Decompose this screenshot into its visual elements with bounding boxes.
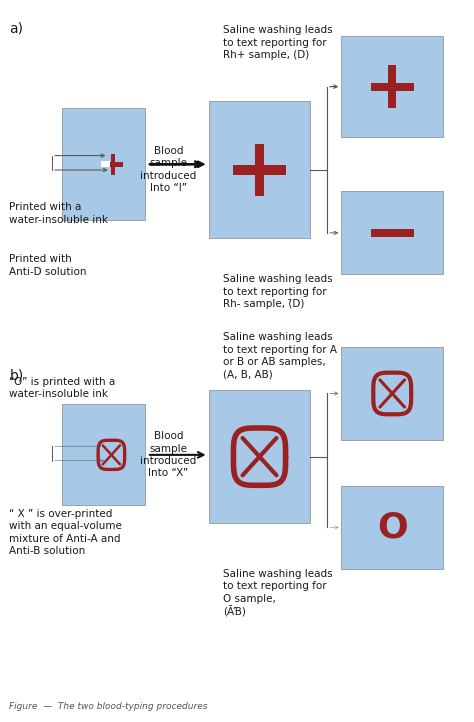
- Text: Blood
sample
introduced
Into “X”: Blood sample introduced Into “X”: [140, 431, 196, 479]
- FancyBboxPatch shape: [233, 165, 285, 175]
- FancyBboxPatch shape: [102, 162, 123, 167]
- FancyBboxPatch shape: [255, 144, 264, 196]
- FancyBboxPatch shape: [341, 36, 443, 137]
- FancyBboxPatch shape: [62, 404, 145, 505]
- Text: Saline washing leads
to text reporting for
O sample,
(ĀƁ): Saline washing leads to text reporting f…: [223, 569, 332, 618]
- FancyBboxPatch shape: [371, 229, 413, 237]
- FancyBboxPatch shape: [209, 101, 310, 238]
- Text: “ X ” is over-printed
with an equal-volume
mixture of Anti-A and
Anti-B solution: “ X ” is over-printed with an equal-volu…: [9, 509, 122, 556]
- Text: b): b): [9, 368, 24, 382]
- Text: Printed with
Anti-D solution: Printed with Anti-D solution: [9, 254, 87, 277]
- FancyBboxPatch shape: [209, 390, 310, 523]
- FancyBboxPatch shape: [371, 82, 413, 91]
- FancyBboxPatch shape: [62, 108, 145, 220]
- FancyBboxPatch shape: [341, 191, 443, 274]
- Text: Printed with a
water-insoluble ink: Printed with a water-insoluble ink: [9, 202, 109, 225]
- FancyBboxPatch shape: [388, 65, 396, 108]
- Text: Saline washing leads
to text reporting for
Rh- sample, (̄D): Saline washing leads to text reporting f…: [223, 274, 332, 309]
- Text: a): a): [9, 22, 24, 35]
- Text: O: O: [377, 510, 408, 544]
- Text: “O” is printed with a
water-insoluble ink: “O” is printed with a water-insoluble in…: [9, 377, 116, 399]
- Text: Figure  —  The two blood-typing procedures: Figure — The two blood-typing procedures: [9, 703, 208, 711]
- Text: Saline washing leads
to text reporting for A
or B or AB samples,
(A, B, AB): Saline washing leads to text reporting f…: [223, 332, 337, 379]
- FancyBboxPatch shape: [111, 154, 115, 175]
- Text: Saline washing leads
to text reporting for
Rh+ sample, (D): Saline washing leads to text reporting f…: [223, 25, 332, 60]
- Text: Blood
sample
introduced
Into “I”: Blood sample introduced Into “I”: [140, 146, 196, 193]
- FancyBboxPatch shape: [341, 347, 443, 440]
- FancyBboxPatch shape: [100, 161, 109, 168]
- FancyBboxPatch shape: [341, 486, 443, 569]
